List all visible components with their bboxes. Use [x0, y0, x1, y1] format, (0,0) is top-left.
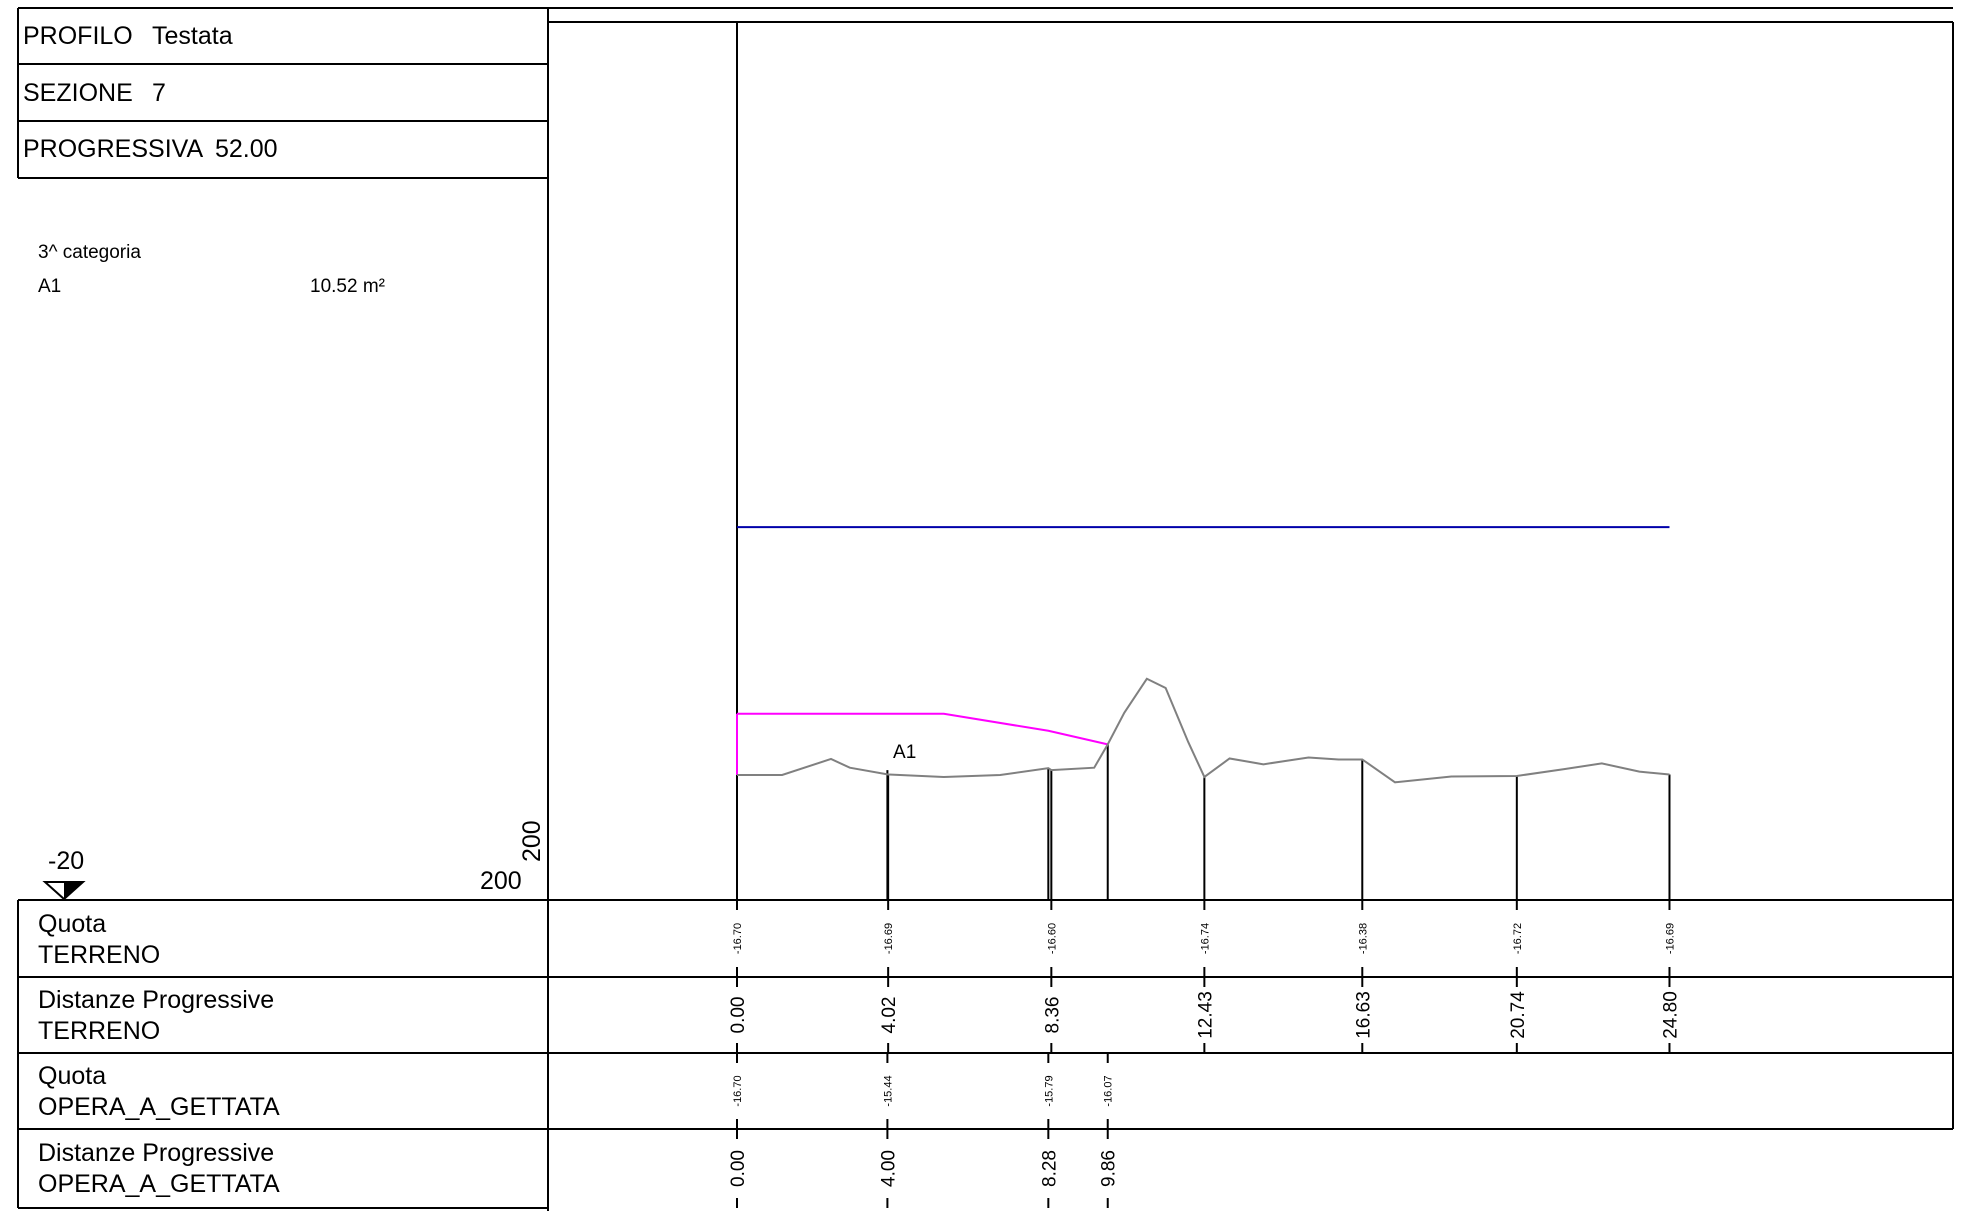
- distance-value: 0.00: [728, 997, 749, 1034]
- progressiva-label: PROGRESSIVA: [23, 135, 203, 163]
- distance-value: 24.80: [1660, 991, 1681, 1039]
- header-box: [17, 7, 1954, 900]
- data-table-frame: [17, 899, 1954, 1211]
- row-label-distanze-opera-1: Distanze Progressive: [38, 1139, 274, 1167]
- distance-value: 9.86: [1099, 1150, 1120, 1187]
- category-label: 3^ categoria: [38, 242, 141, 263]
- elevation-value: -15.79: [1043, 1075, 1055, 1106]
- elevation-value: -16.74: [1199, 923, 1211, 954]
- table-ticks: -16.70 -16.69 -16.60 -16.74 -16.38 -16.72 -16.…: [728, 900, 1681, 1208]
- row-label-quota-opera-1: Quota: [38, 1062, 106, 1090]
- opera-a-gettata-line: [737, 712, 1108, 746]
- area-label: A1: [893, 742, 916, 763]
- distance-value: 12.43: [1195, 991, 1216, 1039]
- elevation-value: -16.72: [1512, 923, 1524, 954]
- profilo-label: PROFILO: [23, 22, 133, 50]
- distance-value: 16.63: [1353, 991, 1374, 1039]
- datum-marker-fill: [64, 882, 83, 899]
- datum-label: -20: [48, 847, 84, 875]
- sezione-label: SEZIONE: [23, 79, 133, 107]
- distance-value: 20.74: [1508, 991, 1529, 1039]
- vertical-scale-label: 200: [518, 820, 546, 862]
- plot-area: A1: [736, 22, 1671, 900]
- row-label-distanze-terreno-2: TERRENO: [38, 1017, 160, 1045]
- elevation-value: -15.44: [882, 1075, 894, 1106]
- distance-value: 4.00: [878, 1150, 899, 1187]
- row-label-quota-terreno-2: TERRENO: [38, 941, 160, 969]
- elevation-value: -16.70: [732, 923, 744, 954]
- terreno-line: [737, 677, 1670, 784]
- elevation-value: -16.69: [883, 923, 895, 954]
- area-value: 10.52 m²: [310, 276, 385, 297]
- distance-value: 8.36: [1042, 997, 1063, 1034]
- elevation-value: -16.07: [1103, 1075, 1115, 1106]
- row-label-quota-terreno-1: Quota: [38, 910, 106, 938]
- elevation-value: -16.60: [1046, 923, 1058, 954]
- distance-value: 4.02: [879, 997, 900, 1034]
- progressiva-value: 52.00: [215, 135, 278, 163]
- elevation-value: -16.69: [1664, 923, 1676, 954]
- row-label-distanze-opera-2: OPERA_A_GETTATA: [38, 1170, 280, 1198]
- sezione-value: 7: [152, 79, 166, 107]
- area-name: A1: [38, 276, 61, 297]
- distance-value: 8.28: [1039, 1150, 1060, 1187]
- row-label-distanze-terreno-1: Distanze Progressive: [38, 986, 274, 1014]
- horizontal-scale-label: 200: [480, 867, 522, 895]
- distance-value: 0.00: [728, 1150, 749, 1187]
- row-label-quota-opera-2: OPERA_A_GETTATA: [38, 1093, 280, 1121]
- elevation-value: -16.70: [732, 1075, 744, 1106]
- elevation-value: -16.38: [1357, 923, 1369, 954]
- profilo-value: Testata: [152, 22, 233, 50]
